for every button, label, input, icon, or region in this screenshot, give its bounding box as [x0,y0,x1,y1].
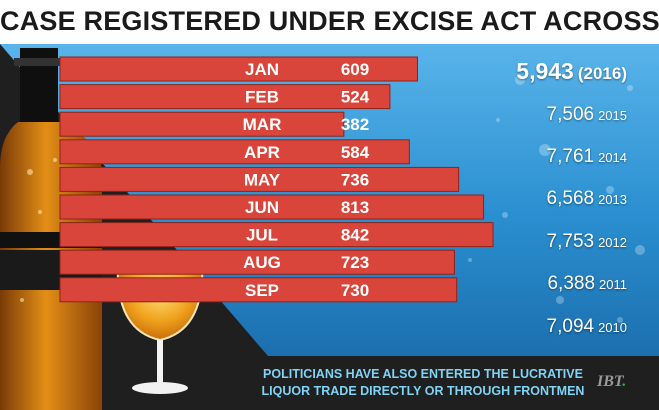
yearly-total-year: 2012 [598,235,627,250]
footnote: POLITICIANS HAVE ALSO ENTERED THE LUCRAT… [258,366,588,400]
yearly-total-value: 6,388 [547,273,596,294]
yearly-total-value: 7,753 [546,231,595,252]
category-label-aug: AUG [243,253,281,272]
yearly-total-value: 5,943 [516,58,574,84]
bar-may [59,166,460,192]
bar-sep [59,277,458,303]
bar-feb [59,84,391,110]
bar-jan [59,56,418,82]
yearly-total-value: 6,568 [546,188,595,209]
category-label-apr: APR [244,143,280,162]
bar-jun [59,194,485,220]
category-label-may: MAY [244,170,281,189]
bar-apr [59,139,410,165]
chart-title: CASE REGISTERED UNDER EXCISE ACT ACROSS … [0,6,659,36]
yearly-total-year: 2015 [598,108,627,123]
value-label-apr: 584 [341,143,370,162]
footnote-line-1: POLITICIANS HAVE ALSO ENTERED THE LUCRAT… [263,367,583,381]
yearly-total-0: 5,943 (2016) [516,58,627,85]
yearly-total-year: (2016) [577,64,627,83]
title-band: CASE REGISTERED UNDER EXCISE ACT ACROSS … [0,0,659,44]
category-label-jan: JAN [245,60,279,79]
value-label-jun: 813 [341,198,369,217]
category-label-sep: SEP [245,281,279,300]
yearly-total-year: 2011 [599,277,627,292]
value-label-mar: 382 [341,115,369,134]
category-label-jul: JUL [246,226,278,245]
source-logo: IBT. [597,373,627,390]
category-label-feb: FEB [245,88,279,107]
bar-mar [59,111,345,137]
value-label-jul: 842 [341,226,369,245]
yearly-total-6: 7,094 2010 [547,316,627,338]
value-label-may: 736 [341,170,369,189]
footnote-line-2: LIQUOR TRADE DIRECTLY OR THROUGH FRONTME… [261,384,585,398]
value-label-aug: 723 [341,253,369,272]
value-label-jan: 609 [341,60,369,79]
yearly-total-1: 7,506 2015 [547,104,627,126]
yearly-total-value: 7,506 [546,104,595,125]
yearly-total-2: 7,761 2014 [547,146,627,168]
category-label-mar: MAR [243,115,282,134]
yearly-total-4: 7,753 2012 [547,231,627,253]
value-label-feb: 524 [341,88,370,107]
water-bubbles [468,75,645,323]
yearly-total-year: 2014 [598,150,627,165]
yearly-total-3: 6,568 2013 [547,188,627,210]
yearly-total-value: 7,094 [546,316,595,337]
yearly-total-value: 7,761 [546,146,595,167]
bar-jul [59,222,494,248]
yearly-total-5: 6,388 2011 [547,273,627,295]
yearly-total-year: 2010 [598,320,627,335]
bar-aug [59,249,455,275]
value-label-sep: 730 [341,281,369,300]
category-label-jun: JUN [245,198,279,217]
yearly-total-year: 2013 [598,192,627,207]
source-logo-text: IBT [597,373,623,390]
